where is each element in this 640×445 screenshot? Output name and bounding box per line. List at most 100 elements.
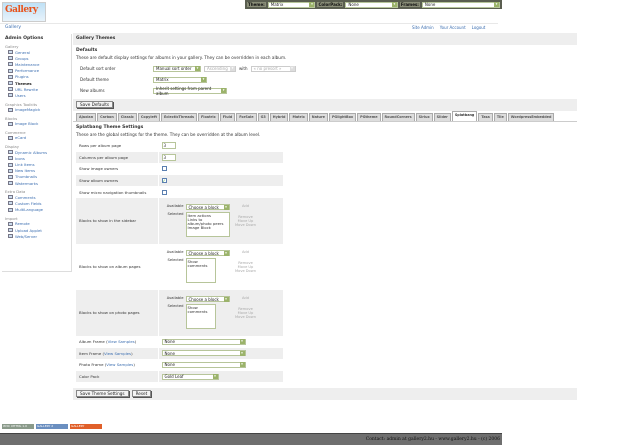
sidebar-item-upload-applet[interactable]: Upload Applet	[5, 227, 68, 233]
tab-fluid[interactable]: Fluid	[219, 113, 236, 121]
sidebar-item-thumbnails[interactable]: Thumbnails	[5, 174, 68, 180]
view-samples-link[interactable]: View Samples	[106, 362, 134, 368]
move-down-button[interactable]: Move Down	[235, 315, 256, 320]
move-up-button[interactable]: Move Up	[237, 311, 254, 316]
sidebar-item-plugins[interactable]: Plugins	[5, 74, 68, 80]
move-down-button[interactable]: Move Down	[235, 223, 256, 228]
logout-link[interactable]: Logout	[471, 25, 486, 30]
list-item[interactable]: Show comments	[187, 259, 208, 269]
add-button[interactable]: Add	[242, 296, 249, 301]
image-owners-checkbox[interactable]	[161, 166, 167, 172]
new-albums-select[interactable]: Inherit settings from parent album ▾	[153, 86, 227, 96]
album-available-select[interactable]: Choose a block ▾	[185, 250, 230, 257]
gallery-badge[interactable]: GALLERY	[70, 424, 102, 429]
tab-hybrid[interactable]: Hybrid	[269, 113, 289, 121]
gallery2-badge[interactable]: GALLERY 2	[36, 424, 68, 429]
remove-button[interactable]: Remove	[238, 307, 253, 312]
sidebar-item-users[interactable]: Users	[5, 92, 68, 98]
sidebar-item-image-block[interactable]: Image Block	[5, 121, 68, 127]
tab-splatbang[interactable]: Splatbang	[451, 111, 478, 121]
sidebar-item-maintenance[interactable]: Maintenance	[5, 61, 68, 67]
tab-eclecticthreads[interactable]: EclecticThreads	[160, 113, 197, 121]
chevron-down-icon: ▾	[223, 296, 229, 302]
photo-frame-select[interactable]: None ▾	[161, 361, 246, 368]
tab-matrix[interactable]: Matrix	[289, 113, 308, 121]
sidebar-item-link-items[interactable]: Link Items	[5, 161, 68, 167]
list-item[interactable]: Image Block	[187, 225, 211, 231]
photo-selected-list[interactable]: Show comments	[185, 304, 216, 330]
add-button[interactable]: Add	[242, 204, 249, 209]
add-button[interactable]: Add	[242, 250, 249, 255]
sidebar-item-comments[interactable]: Comments	[5, 194, 68, 200]
remove-button[interactable]: Remove	[238, 261, 253, 266]
move-up-button[interactable]: Move Up	[237, 219, 254, 224]
sidebar-item-general[interactable]: General	[5, 49, 68, 55]
colorpack-select[interactable]: None ▾	[345, 1, 398, 8]
sidebar-item-multilanguage[interactable]: MultiLanguage	[5, 207, 68, 213]
item-frame-select[interactable]: None ▾	[161, 350, 246, 357]
sidebar-item-performance[interactable]: Performance	[5, 68, 68, 74]
view-samples-link[interactable]: View Samples	[107, 339, 135, 345]
tab-roundcorners[interactable]: RoundCorners	[381, 113, 415, 121]
micro-nav-checkbox[interactable]	[161, 189, 167, 195]
gallery-logo[interactable]: Gallery	[2, 2, 46, 22]
album-owners-row: Show album owners ✓	[76, 174, 283, 187]
sidebar-item-ecard[interactable]: eCard	[5, 135, 68, 141]
tab-tile[interactable]: Tile	[493, 113, 507, 121]
sidebar-item-new-items[interactable]: New Items	[5, 168, 68, 174]
tab-pgtheme[interactable]: PGtheme	[357, 113, 381, 121]
tab-tasa[interactable]: Tasa	[478, 113, 493, 121]
sidebar-item-themes[interactable]: Themes	[5, 80, 68, 86]
tab-nature[interactable]: Nature	[308, 113, 328, 121]
remove-button[interactable]: Remove	[238, 215, 253, 220]
sidebar-item-imagemagick[interactable]: ImageMagick	[5, 107, 68, 113]
tab-copyleft[interactable]: Copyleft	[137, 113, 160, 121]
w3c-badge[interactable]: W3C XHTML 1.0	[2, 424, 34, 429]
tab-siriux[interactable]: Siriux	[415, 113, 433, 121]
save-defaults-button[interactable]: Save Defaults	[76, 101, 114, 108]
sidebar-item-groups[interactable]: Groups	[5, 55, 68, 61]
sidebar-item-url-rewrite[interactable]: URL Rewrite	[5, 86, 68, 92]
album-owners-checkbox[interactable]: ✓	[161, 178, 167, 184]
list-item[interactable]: Item actions	[187, 213, 212, 219]
tab-ajaxian[interactable]: Ajaxian	[76, 113, 97, 121]
reset-button[interactable]: Reset	[131, 390, 152, 398]
site-admin-link[interactable]: Site Admin	[412, 25, 434, 30]
default-theme-select[interactable]: Matrix ▾	[153, 76, 207, 83]
tab-pglightbox[interactable]: PGlightBox	[328, 113, 357, 121]
sidebar-available-select[interactable]: Choose a block ▾	[185, 204, 230, 211]
sort-order-select[interactable]: Manual sort order ▾	[153, 65, 201, 72]
sidebar-item-remote[interactable]: Remote	[5, 221, 68, 227]
sidebar-item-web-server[interactable]: Web/Server	[5, 233, 68, 239]
sidebar-item-dynamic-albums[interactable]: Dynamic Albums	[5, 149, 68, 155]
tab-g3[interactable]: G3	[257, 113, 269, 121]
columns-input[interactable]: 3	[161, 153, 176, 161]
presort-select[interactable]: « no presort » ▾	[250, 65, 296, 72]
frames-select[interactable]: None ▾	[421, 1, 500, 8]
tab-carbon[interactable]: Carbon	[97, 113, 117, 121]
album-frame-select[interactable]: None ▾	[161, 338, 246, 345]
color-pack-select[interactable]: Gold Leaf ▾	[161, 373, 219, 380]
view-samples-link[interactable]: View Samples	[103, 350, 132, 356]
tab-slider[interactable]: Slider	[433, 113, 451, 121]
tab-floatrix[interactable]: Floatrix	[197, 113, 219, 121]
rows-input[interactable]: 3	[161, 142, 176, 150]
move-down-button[interactable]: Move Down	[235, 269, 256, 274]
theme-select[interactable]: Matrix ▾	[267, 1, 316, 8]
sidebar-selected-list[interactable]: Item actions Links to album/photo peers Im…	[185, 212, 230, 238]
breadcrumb-gallery[interactable]: Gallery	[5, 25, 22, 30]
sidebar-item-watermarks[interactable]: Watermarks	[5, 180, 68, 186]
album-selected-list[interactable]: Show comments	[185, 258, 216, 284]
sidebar-item-icons[interactable]: Icons	[5, 155, 68, 161]
tab-classic[interactable]: Classic	[117, 113, 137, 121]
list-item[interactable]: Show comments	[187, 305, 208, 315]
photo-available-select[interactable]: Choose a block ▾	[185, 296, 230, 303]
sort-direction-select[interactable]: Ascending ▾	[204, 65, 236, 72]
save-theme-settings-button[interactable]: Save Theme Settings	[76, 390, 129, 398]
sidebar-item-custom-fields[interactable]: Custom Fields	[5, 200, 68, 206]
your-account-link[interactable]: Your Account	[439, 25, 466, 30]
tab-wordpressembedded[interactable]: WordpressEmbedded	[507, 113, 555, 121]
tab-forsale[interactable]: ForSale	[236, 113, 257, 121]
move-up-button[interactable]: Move Up	[237, 265, 254, 270]
list-item[interactable]: Links to album/photo peers	[187, 217, 224, 227]
